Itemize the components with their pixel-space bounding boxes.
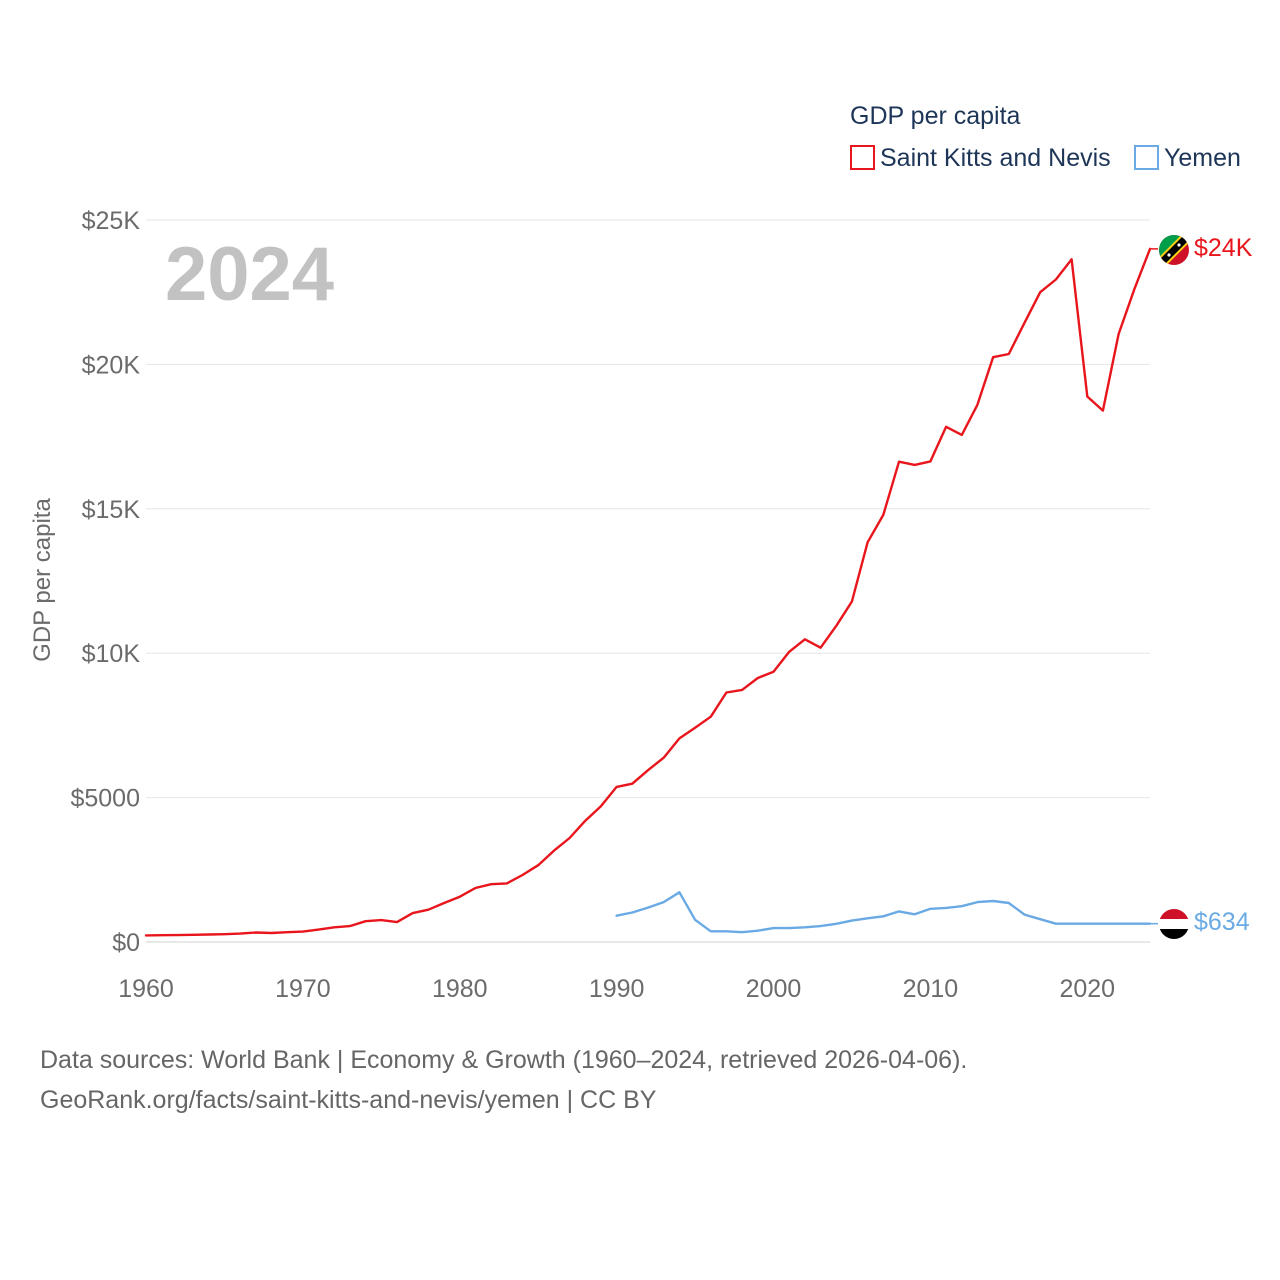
x-tick-label: 2010 bbox=[903, 975, 959, 1003]
x-tick-label: 1990 bbox=[589, 975, 645, 1003]
y-axis-ticks: $0 $5000 $10K $15K $20K $25K bbox=[70, 207, 140, 957]
x-tick-label: 2020 bbox=[1059, 975, 1115, 1003]
legend-label-yemen: Yemen bbox=[1164, 144, 1241, 172]
series-line-saint-kitts-and-nevis bbox=[144, 247, 1152, 937]
chart: $0 $5000 $10K $15K $20K $25K 1960 1970 1980 1990… bbox=[29, 102, 1253, 1003]
y-tick-label: $15K bbox=[82, 496, 141, 524]
x-tick-label: 1980 bbox=[432, 975, 488, 1003]
y-tick-label: $20K bbox=[82, 351, 141, 379]
x-tick-label: 1960 bbox=[118, 975, 174, 1003]
yemen-flag-icon bbox=[1159, 909, 1189, 939]
data-sources-text: Data sources: World Bank | Economy & Gro… bbox=[40, 1046, 968, 1074]
source-link-text[interactable]: GeoRank.org/facts/saint-kitts-and-nevis/… bbox=[40, 1086, 657, 1114]
end-label-yemen: $634 bbox=[1194, 908, 1250, 936]
end-label-saint-kitts-and-nevis: $24K bbox=[1194, 234, 1253, 262]
y-tick-label: $5000 bbox=[70, 785, 140, 813]
legend-label-saint-kitts-and-nevis: Saint Kitts and Nevis bbox=[880, 144, 1111, 172]
x-tick-label: 2000 bbox=[746, 975, 802, 1003]
series-lines bbox=[144, 247, 1158, 937]
y-axis-label: GDP per capita bbox=[29, 498, 56, 662]
series-line-yemen bbox=[615, 891, 1152, 934]
footer: Data sources: World Bank | Economy & Gro… bbox=[40, 1040, 967, 1120]
y-tick-label: $0 bbox=[112, 929, 140, 957]
y-tick-label: $10K bbox=[82, 640, 141, 668]
grid-lines bbox=[146, 219, 1150, 943]
saint-kitts-and-nevis-flag-icon bbox=[1159, 235, 1189, 265]
legend-title: GDP per capita bbox=[850, 102, 1021, 130]
legend: GDP per capita Saint Kitts and Nevis Yem… bbox=[850, 102, 1241, 172]
x-axis-ticks: 1960 1970 1980 1990 2000 2010 2020 bbox=[118, 975, 1115, 1003]
legend-swatch-saint-kitts-and-nevis bbox=[850, 145, 875, 170]
legend-swatch-yemen bbox=[1134, 145, 1159, 170]
x-tick-label: 1970 bbox=[275, 975, 331, 1003]
y-tick-label: $25K bbox=[82, 207, 141, 235]
year-watermark: 2024 bbox=[165, 232, 334, 317]
